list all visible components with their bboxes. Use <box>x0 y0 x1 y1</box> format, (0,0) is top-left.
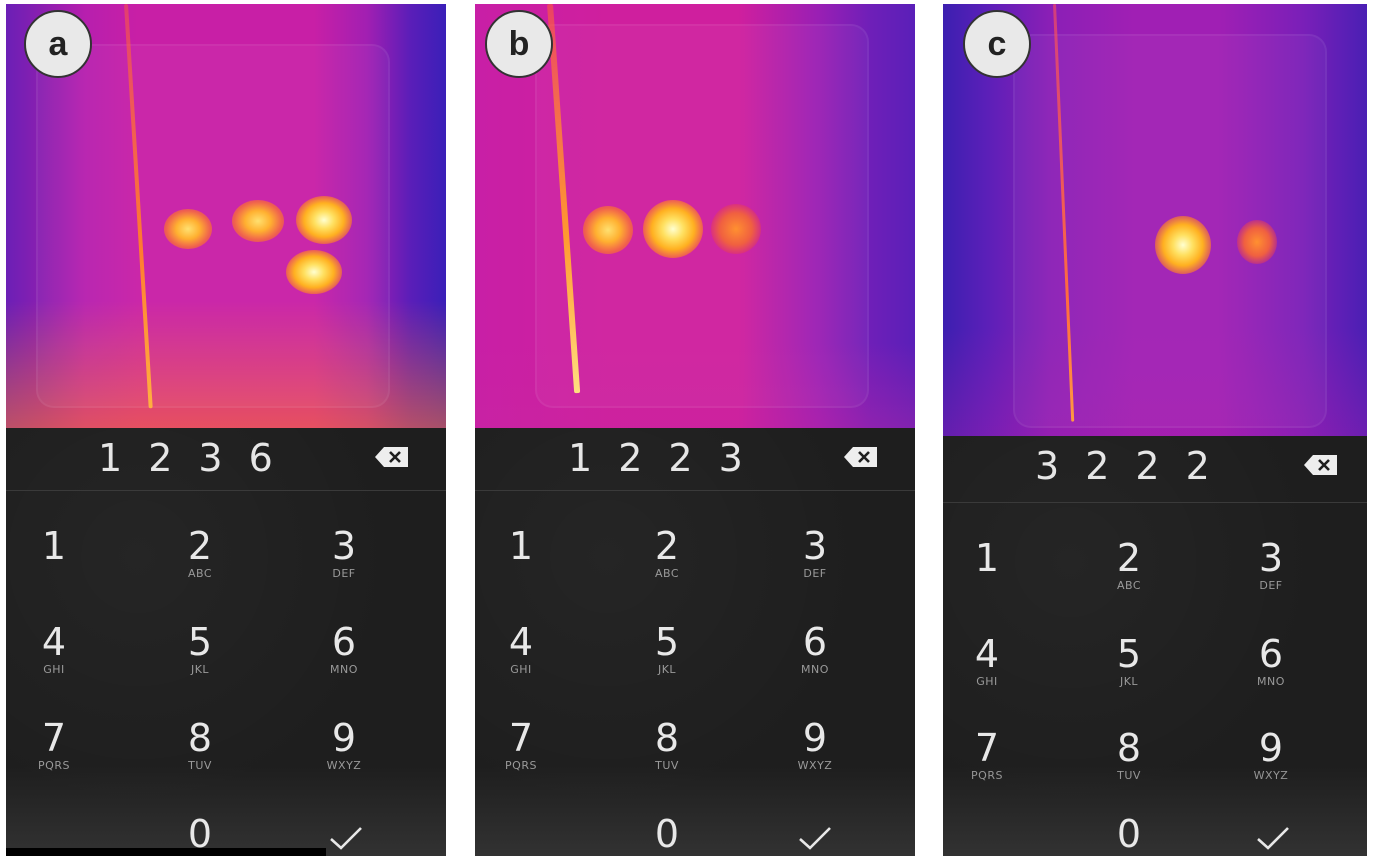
heat-trace-3 <box>1237 220 1277 264</box>
pin-digit: 2 <box>618 436 643 480</box>
pin-entered: 1 2 2 3 <box>568 436 743 482</box>
backspace-icon[interactable] <box>1303 454 1339 476</box>
keypad-bottom-shade <box>943 766 1367 856</box>
key-1[interactable]: 1 <box>974 536 1000 580</box>
key-1[interactable]: 1 <box>508 524 534 568</box>
heat-trace-6 <box>286 250 342 294</box>
heat-trace-3 <box>711 204 761 254</box>
heat-trace-3 <box>296 196 352 244</box>
key-5[interactable]: 5 JKL <box>1116 632 1142 688</box>
key-8[interactable]: 8TUV <box>187 716 213 772</box>
phone-outline <box>535 24 869 408</box>
key-3[interactable]: 3 DEF <box>1258 536 1284 592</box>
key-5[interactable]: 5 JKL <box>187 620 213 676</box>
checkmark-icon[interactable] <box>328 824 364 852</box>
key-4[interactable]: 4 GHI <box>974 632 1000 688</box>
pin-display: 3 2 2 2 <box>943 436 1367 503</box>
key-5[interactable]: 5 JKL <box>654 620 680 676</box>
pin-digit: 3 <box>198 436 223 480</box>
panel-label-badge: a <box>24 10 92 78</box>
heat-trace-1 <box>583 206 633 254</box>
heat-trace-2 <box>1155 216 1211 274</box>
backspace-icon[interactable] <box>374 446 410 468</box>
pin-digit: 3 <box>718 436 743 480</box>
key-2[interactable]: 2 ABC <box>187 524 213 580</box>
pin-digit: 2 <box>1135 444 1160 488</box>
key-3[interactable]: 3 DEF <box>331 524 357 580</box>
heat-trace-2 <box>232 200 284 242</box>
pin-entered: 3 2 2 2 <box>1035 444 1210 490</box>
checkmark-icon[interactable] <box>1255 824 1291 852</box>
key-6[interactable]: 6 MNO <box>1257 632 1285 688</box>
bottom-black-bar <box>6 848 326 856</box>
pin-digit: 1 <box>568 436 593 480</box>
thermal-image-b <box>475 4 915 428</box>
key-0[interactable]: 0 <box>1116 812 1142 856</box>
heat-trace-2 <box>643 200 703 258</box>
pin-digit: 2 <box>148 436 173 480</box>
pin-digit: 3 <box>1035 444 1060 488</box>
checkmark-icon[interactable] <box>797 824 833 852</box>
pin-entered: 1 2 3 6 <box>98 436 273 482</box>
panel-label-badge: b <box>485 10 553 78</box>
key-3[interactable]: 3 DEF <box>802 524 828 580</box>
key-1[interactable]: 1 <box>41 524 67 568</box>
key-2[interactable]: 2 ABC <box>1116 536 1142 592</box>
thermal-image-a <box>6 4 446 428</box>
key-2[interactable]: 2 ABC <box>654 524 680 580</box>
panel-label-badge: c <box>963 10 1031 78</box>
pin-digit: 1 <box>98 436 123 480</box>
key-0[interactable]: 0 <box>654 812 680 856</box>
keypad-bottom-shade <box>475 766 915 856</box>
heat-trace-1 <box>164 209 212 249</box>
key-6[interactable]: 6 MNO <box>801 620 829 676</box>
keypad-bottom-shade <box>6 766 446 856</box>
pin-display: 1 2 2 3 <box>475 428 915 491</box>
pin-digit: 2 <box>668 436 693 480</box>
pin-digit: 2 <box>1185 444 1210 488</box>
thermal-image-c <box>943 4 1367 436</box>
key-6[interactable]: 6 MNO <box>330 620 358 676</box>
key-4[interactable]: 4 GHI <box>508 620 534 676</box>
pin-display: 1 2 3 6 <box>6 428 446 491</box>
key-4[interactable]: 4 GHI <box>41 620 67 676</box>
pin-digit: 2 <box>1085 444 1110 488</box>
pin-digit: 6 <box>248 436 273 480</box>
backspace-icon[interactable] <box>843 446 879 468</box>
